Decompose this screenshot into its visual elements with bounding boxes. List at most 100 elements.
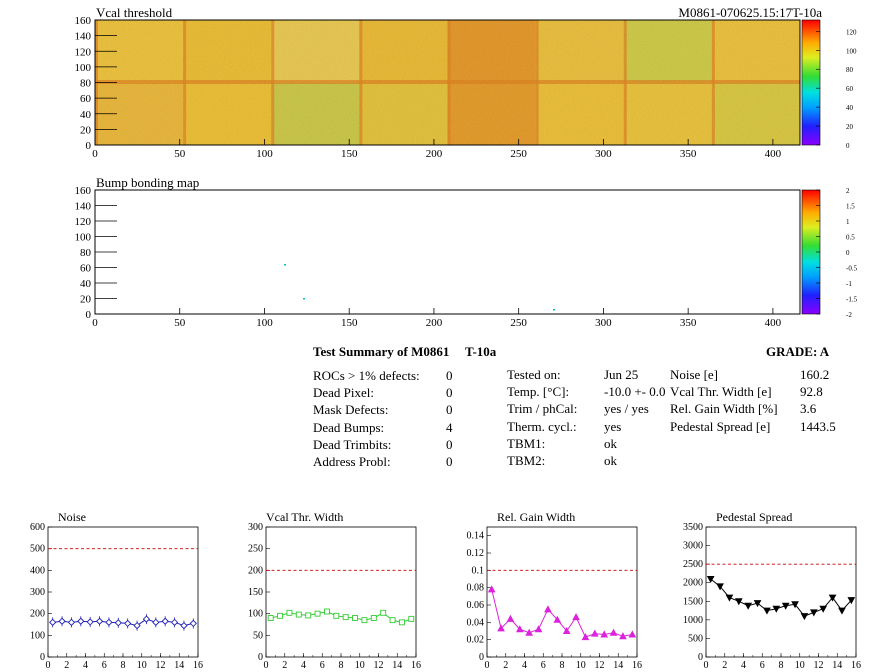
data-point [295, 611, 302, 618]
y-tick-label: 20 [80, 124, 92, 136]
data-point [716, 583, 724, 591]
data-point [105, 618, 113, 626]
x-tick-label: 10 [355, 660, 365, 671]
palette-tick-label: 2 [846, 187, 850, 195]
summary-label: Mask Defects: [313, 402, 389, 418]
data-point [781, 602, 790, 610]
x-tick-label: 6 [102, 660, 107, 671]
x-tick-label: 6 [760, 660, 765, 671]
summary-label: Address Probl: [313, 454, 391, 469]
palette-tick-label: 0.5 [846, 234, 855, 242]
data-point [124, 619, 132, 628]
x-tick-label: 6 [541, 660, 546, 671]
y-tick-label: 500 [688, 633, 703, 644]
x-tick-label: 12 [814, 660, 824, 671]
data-point [323, 608, 330, 615]
x-tick-label: 300 [595, 317, 612, 329]
summary-value: 1443.5 [800, 418, 836, 434]
y-tick-label: 140 [75, 31, 92, 43]
roc-chart: Rel. Gain Width 0 0.02 0.04 0.06 0.08 0.1 0.12 0… [467, 510, 643, 671]
x-tick-label: 8 [779, 660, 784, 671]
y-tick-label: 250 [248, 544, 263, 555]
series-line [710, 578, 852, 617]
data-point [800, 613, 809, 621]
x-tick-label: 8 [121, 660, 126, 671]
x-tick-label: 14 [174, 660, 184, 671]
y-tick-label: 600 [30, 522, 45, 533]
x-tick-label: 100 [256, 148, 273, 160]
chart-frame [47, 526, 199, 658]
data-point [180, 621, 188, 630]
summary-value: 0 [446, 368, 453, 383]
data-point [380, 609, 387, 616]
x-tick-label: 10 [137, 660, 147, 671]
y-tick-label: 0.06 [467, 600, 485, 611]
x-tick-label: 10 [576, 660, 586, 671]
data-point [515, 625, 524, 633]
summary-value: 92.8 [800, 384, 823, 400]
data-point [389, 617, 396, 624]
x-tick-label: 4 [522, 660, 527, 671]
y-tick-label: 150 [248, 587, 263, 598]
y-tick-label: 40 [80, 278, 92, 290]
data-point [847, 597, 856, 605]
data-point [277, 612, 284, 619]
y-tick-label: 0.1 [472, 565, 485, 576]
y-tick-label: 100 [248, 609, 263, 620]
x-tick-label: 2 [64, 660, 69, 671]
data-point [342, 614, 349, 621]
x-tick-label: 150 [341, 148, 358, 160]
summary-label: Trim / phCal: [507, 401, 578, 417]
vcal-heatmap [95, 20, 800, 145]
summary-value: -10.0 +- 0.0 [604, 384, 666, 400]
data-point [370, 615, 377, 621]
bump-map-title: Bump bonding map [96, 175, 200, 190]
data-point [361, 617, 368, 624]
summary-label: Tested on: [507, 367, 561, 382]
y-tick-label: 0 [40, 652, 45, 663]
x-tick-label: 50 [174, 317, 186, 329]
y-tick-label: 0 [698, 652, 703, 663]
chart-title: Noise [58, 510, 86, 524]
x-tick-label: 16 [632, 660, 642, 671]
x-tick-label: 12 [374, 660, 384, 671]
y-tick-label: 100 [30, 630, 45, 641]
x-tick-label: 4 [741, 660, 746, 671]
palette-tick-label: 60 [846, 85, 854, 93]
data-point [352, 615, 359, 621]
data-point [133, 621, 141, 630]
y-tick-label: 0 [86, 140, 92, 152]
data-point [581, 633, 590, 641]
x-tick-label: 0 [92, 148, 98, 160]
chart-title: Pedestal Spread [716, 510, 792, 524]
x-tick-label: 2 [722, 660, 727, 671]
palette-tick-label: 0 [846, 142, 850, 150]
x-tick-label: 12 [595, 660, 605, 671]
data-point [590, 629, 599, 637]
summary-value: Jun 25 [604, 367, 639, 382]
y-tick-label: 3500 [683, 522, 703, 533]
data-point [487, 585, 496, 593]
data-point [619, 632, 627, 640]
data-point [506, 614, 515, 622]
summary-label: Rel. Gain Width [%] [670, 401, 778, 417]
x-tick-label: 0 [485, 660, 490, 671]
x-tick-label: 0 [46, 660, 51, 671]
y-tick-label: 300 [30, 587, 45, 598]
summary-label: Dead Trimbits: [313, 436, 392, 452]
summary-label: Temp. [°C]: [507, 384, 570, 400]
data-point [86, 618, 94, 626]
summary-grade: GRADE: A [766, 344, 830, 359]
data-point [398, 619, 405, 626]
y-tick-label: 50 [253, 630, 263, 641]
summary-value: 0 [446, 402, 453, 418]
x-tick-label: 16 [411, 660, 421, 671]
data-point [267, 615, 274, 621]
data-point [772, 605, 781, 613]
y-tick-label: 80 [80, 247, 92, 259]
y-tick-label: 0.08 [467, 583, 485, 594]
data-point [114, 619, 122, 627]
x-tick-label: 0 [704, 660, 709, 671]
y-tick-label: 500 [30, 544, 45, 555]
